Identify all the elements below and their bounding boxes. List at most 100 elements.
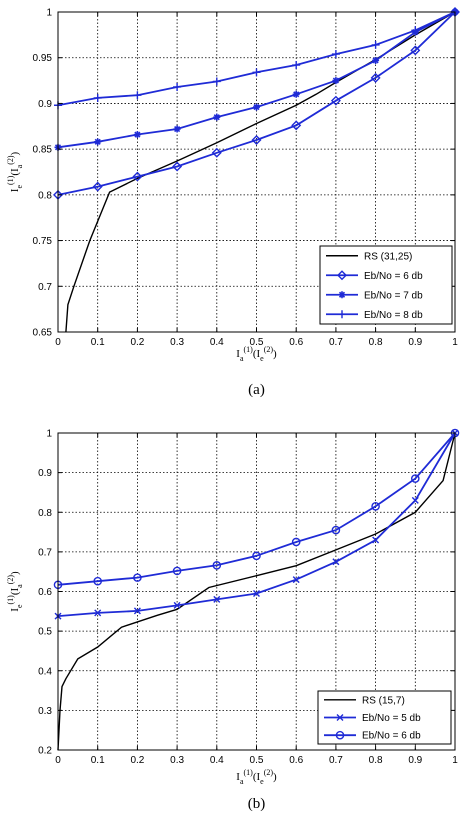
x-tick-label: 1 [452, 337, 458, 348]
y-tick-label: 0.9 [38, 99, 52, 110]
y-tick-label: 1 [46, 429, 52, 440]
circle-marker [335, 730, 345, 740]
x-tick-label: 0 [55, 337, 61, 348]
x-tick-label: 0.6 [289, 337, 303, 348]
legend-label: Eb/No = 6 db [362, 731, 421, 742]
legend-label: Eb/No = 5 db [362, 713, 421, 724]
diamond-marker [291, 120, 302, 131]
circle-marker [410, 474, 420, 483]
x-marker [411, 496, 419, 504]
x-tick-label: 0.9 [408, 337, 422, 348]
y-axis-label: Ie(1)(Ia(2)) [6, 571, 24, 612]
y-tick-label: 0.5 [38, 627, 52, 638]
circle-marker [93, 576, 102, 586]
circle-marker [212, 561, 222, 570]
star-marker [332, 77, 340, 85]
diamond-marker [410, 45, 421, 56]
x-tick-label: 0.1 [91, 755, 105, 766]
y-tick-label: 0.3 [38, 706, 52, 717]
circle-marker [133, 573, 142, 582]
chart-a: 0 0.1 0.2 0.3 0.4 0.5 0.6 0.7 0.8 0.9 1 0.65 0.7 0.75… [6, 7, 460, 398]
x-marker [292, 576, 300, 584]
y-tick-label: 0.7 [38, 547, 52, 558]
series-line [57, 11, 456, 196]
series-eb-no-6-db [53, 7, 460, 200]
legend: RS (15,7) Eb/No = 5 db Eb/No = 6 db [317, 690, 452, 745]
plus-marker [212, 77, 221, 86]
plus-marker [173, 82, 182, 91]
x-tick-label: 0.6 [289, 755, 303, 766]
circle-marker [331, 525, 341, 535]
plus-marker [371, 40, 380, 49]
x-tick-label: 0.7 [329, 337, 343, 348]
diamond-marker [172, 161, 183, 172]
star-marker [372, 56, 380, 64]
star-marker [94, 138, 102, 146]
plus-marker [133, 91, 142, 100]
x-axis-label: Ia(1)(Ie(2)) [236, 768, 277, 786]
legend-label: RS (15,7) [362, 695, 405, 706]
y-tick-label: 0.65 [33, 328, 53, 339]
circle-marker [371, 502, 380, 511]
diamond-marker [251, 135, 262, 145]
x-tick-label: 0.2 [130, 337, 144, 348]
star-marker [213, 113, 221, 121]
x-tick-label: 0.3 [170, 337, 184, 348]
series-line [57, 432, 456, 586]
y-tick-label: 0.75 [33, 236, 53, 247]
y-tick-label: 0.8 [38, 508, 52, 519]
diamond-marker [330, 95, 341, 106]
y-tick-label: 0.4 [38, 666, 52, 677]
x-tick-label: 0.5 [250, 337, 264, 348]
x-tick-label: 0.5 [250, 755, 264, 766]
x-marker [94, 609, 102, 617]
x-marker [213, 595, 221, 603]
figure-caption: (a) [248, 382, 265, 398]
y-axis-label: Ie(1)(Ia(2)) [6, 151, 24, 192]
x-tick-label: 0.4 [210, 337, 224, 348]
x-axis-label: Ia(1)(Ie(2)) [236, 345, 277, 363]
x-tick-label: 1 [452, 755, 458, 766]
star-marker [292, 90, 300, 98]
legend-label: Eb/No = 8 db [364, 310, 423, 321]
plus-marker [252, 68, 261, 77]
plus-marker [331, 50, 340, 59]
diamond-marker [337, 270, 347, 281]
x-marker [173, 601, 181, 609]
star-marker [173, 125, 181, 133]
star-marker [338, 291, 346, 299]
diamond-marker [92, 181, 103, 192]
circle-marker [291, 537, 301, 547]
chart-b: 0 0.1 0.2 0.3 0.4 0.5 0.6 0.7 0.8 0.9 1 0.2 0.3 0.4 0.… [6, 429, 460, 812]
plus-marker [93, 93, 102, 102]
x-tick-label: 0.1 [91, 337, 105, 348]
x-marker [372, 536, 380, 544]
x-tick-label: 0.4 [210, 755, 224, 766]
diamond-marker [211, 147, 222, 158]
y-tick-label: 0.6 [38, 587, 52, 598]
x-tick-label: 0.7 [329, 755, 343, 766]
star-marker [253, 103, 260, 111]
plus-marker [411, 26, 420, 35]
y-tick-label: 0.2 [38, 746, 52, 757]
y-tick-label: 0.8 [38, 190, 52, 201]
diamond-marker [370, 72, 381, 83]
x-tick-label: 0.8 [369, 755, 383, 766]
x-tick-label: 0.2 [130, 755, 144, 766]
x-tick-label: 0 [55, 755, 61, 766]
y-tick-label: 0.95 [33, 53, 53, 64]
plus-marker [292, 61, 301, 70]
y-tick-label: 1 [46, 8, 52, 19]
circle-marker [252, 551, 261, 561]
figure-caption: (b) [248, 796, 266, 812]
plus-marker [338, 310, 346, 319]
grid [58, 433, 455, 750]
x-marker [336, 714, 344, 721]
x-tick-label: 0.9 [408, 755, 422, 766]
x-marker [332, 558, 340, 566]
diamond-marker [132, 171, 143, 182]
circle-marker [172, 566, 182, 576]
star-marker [133, 131, 141, 139]
legend: RS (31,25) Eb/No = 6 db Eb/No = 7 db Eb/No … [319, 245, 453, 325]
